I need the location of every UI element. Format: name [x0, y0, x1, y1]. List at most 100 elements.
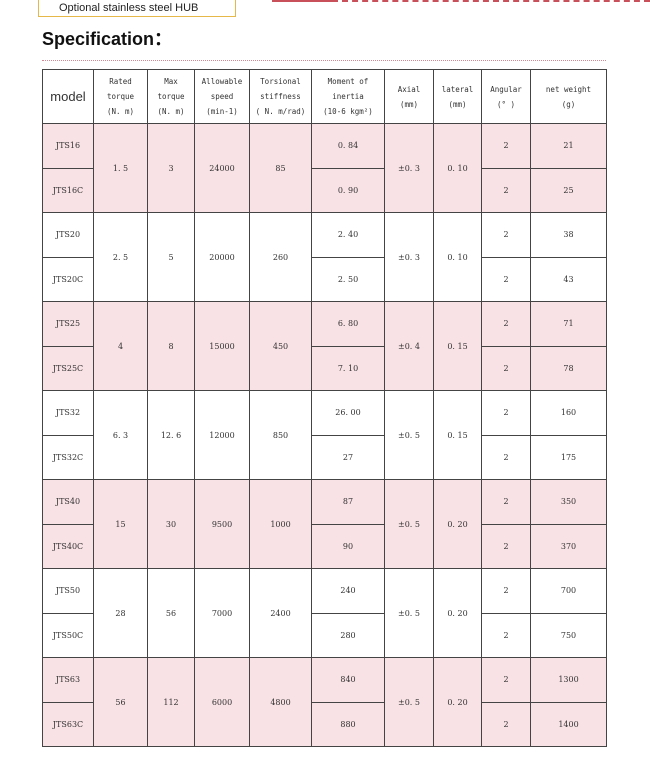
- column-header: model: [42, 69, 94, 124]
- table-row: JTS40 15 30 9500 1000 87 ±0. 5 0. 20 2 350: [42, 479, 607, 569]
- specification-table: model Rated torque (N. m) Max torque (N. m) All…: [42, 69, 607, 747]
- model-cell: JTS32C: [42, 434, 94, 480]
- lateral-cell: 0. 10: [433, 123, 482, 213]
- angular-cell: 2: [481, 657, 531, 703]
- column-header-line: lateral: [441, 84, 474, 94]
- model-cell: JTS50C: [42, 612, 94, 658]
- column-header-line: ( N. m/rad): [255, 107, 306, 116]
- torsional-stiffness-cell: 450: [249, 301, 312, 391]
- table-row: JTS20C 2. 50 2 43: [42, 256, 607, 302]
- rated-torque-cell: 2. 5: [93, 212, 148, 302]
- optional-hub-label: Optional stainless steel HUB: [38, 0, 236, 17]
- table-row: JTS25C 7. 10 2 78: [42, 345, 607, 391]
- column-header: Allowable speed (min-1): [194, 69, 250, 124]
- net-weight-cell: 21: [530, 123, 607, 169]
- rated-torque-cell: 15: [93, 479, 148, 569]
- moment-of-inertia-cell: 240: [311, 568, 385, 614]
- model-cell: JTS63: [42, 657, 94, 703]
- column-header-line: (min-1): [206, 107, 238, 116]
- column-header: lateral (mm): [433, 69, 482, 124]
- angular-cell: 2: [481, 256, 531, 302]
- moment-of-inertia-cell: 87: [311, 479, 385, 525]
- torsional-stiffness-cell: 4800: [249, 657, 312, 747]
- top-dashed-divider: [342, 0, 650, 2]
- table-row: JTS16 1. 5 3 24000 85 0. 84 ±0. 3 0. 10 2 21: [42, 123, 607, 213]
- moment-of-inertia-cell: 880: [311, 701, 385, 747]
- net-weight-cell: 78: [530, 345, 607, 391]
- net-weight-cell: 750: [530, 612, 607, 658]
- axial-cell: ±0. 3: [384, 212, 434, 302]
- max-torque-cell: 56: [147, 568, 195, 658]
- column-header-line: Moment of: [327, 77, 369, 86]
- column-header-line: Torsional: [260, 77, 301, 86]
- allowable-speed-cell: 15000: [194, 301, 250, 391]
- column-header: Rated torque (N. m): [93, 69, 148, 124]
- model-cell: JTS20: [42, 212, 94, 258]
- allowable-speed-cell: 6000: [194, 657, 250, 747]
- net-weight-cell: 175: [530, 434, 607, 480]
- table-row: JTS50 28 56 7000 2400 240 ±0. 5 0. 20 2 700: [42, 568, 607, 658]
- model-cell: JTS32: [42, 390, 94, 436]
- column-header: Angular (° ): [481, 69, 531, 124]
- table-row: JTS40C 90 2 370: [42, 523, 607, 569]
- torsional-stiffness-cell: 85: [249, 123, 312, 213]
- column-header-line: (10-6 kgm²): [323, 107, 373, 116]
- model-cell: JTS16: [42, 123, 94, 169]
- torsional-stiffness-cell: 1000: [249, 479, 312, 569]
- torsional-stiffness-cell: 2400: [249, 568, 312, 658]
- top-divider: [272, 0, 338, 2]
- moment-of-inertia-cell: 7. 10: [311, 345, 385, 391]
- title-divider: [42, 60, 606, 61]
- rated-torque-cell: 4: [93, 301, 148, 391]
- column-header-line: torque: [106, 92, 135, 101]
- net-weight-cell: 700: [530, 568, 607, 614]
- column-header: Max torque (N. m): [147, 69, 195, 124]
- rated-torque-cell: 6. 3: [93, 390, 148, 480]
- net-weight-cell: 350: [530, 479, 607, 525]
- rated-torque-cell: 1. 5: [93, 123, 148, 213]
- moment-of-inertia-cell: 90: [311, 523, 385, 569]
- lateral-cell: 0. 10: [433, 212, 482, 302]
- column-header-line: Rated: [109, 77, 132, 86]
- angular-cell: 2: [481, 479, 531, 525]
- angular-cell: 2: [481, 212, 531, 258]
- torsional-stiffness-cell: 260: [249, 212, 312, 302]
- max-torque-cell: 12. 6: [147, 390, 195, 480]
- column-header-line: Axial: [397, 84, 421, 94]
- model-cell: JTS40C: [42, 523, 94, 569]
- column-header-line: (mm): [448, 99, 467, 109]
- column-header-line: torque: [157, 92, 185, 101]
- column-header-line: Allowable: [201, 77, 243, 86]
- max-torque-cell: 5: [147, 212, 195, 302]
- rated-torque-cell: 28: [93, 568, 148, 658]
- angular-cell: 2: [481, 301, 531, 347]
- axial-cell: ±0. 4: [384, 301, 434, 391]
- angular-cell: 2: [481, 568, 531, 614]
- net-weight-cell: 160: [530, 390, 607, 436]
- lateral-cell: 0. 15: [433, 390, 482, 480]
- column-header-line: net weight: [545, 84, 592, 94]
- column-header: Axial (mm): [384, 69, 434, 124]
- model-cell: JTS50: [42, 568, 94, 614]
- net-weight-cell: 43: [530, 256, 607, 302]
- moment-of-inertia-cell: 2. 50: [311, 256, 385, 302]
- column-header-line: Max: [164, 77, 178, 86]
- column-header-line: stiffness: [260, 92, 301, 101]
- allowable-speed-cell: 7000: [194, 568, 250, 658]
- axial-cell: ±0. 5: [384, 568, 434, 658]
- column-header: Moment of inertia (10-6 kgm²): [311, 69, 385, 124]
- column-header: net weight (g): [530, 69, 607, 124]
- axial-cell: ±0. 3: [384, 123, 434, 213]
- lateral-cell: 0. 15: [433, 301, 482, 391]
- allowable-speed-cell: 24000: [194, 123, 250, 213]
- axial-cell: ±0. 5: [384, 390, 434, 480]
- header-row: model Rated torque (N. m) Max torque (N. m) All…: [42, 69, 607, 124]
- angular-cell: 2: [481, 345, 531, 391]
- net-weight-cell: 25: [530, 167, 607, 213]
- max-torque-cell: 30: [147, 479, 195, 569]
- moment-of-inertia-cell: 0. 84: [311, 123, 385, 169]
- moment-of-inertia-cell: 840: [311, 657, 385, 703]
- angular-cell: 2: [481, 167, 531, 213]
- moment-of-inertia-cell: 6. 80: [311, 301, 385, 347]
- model-cell: JTS63C: [42, 701, 94, 747]
